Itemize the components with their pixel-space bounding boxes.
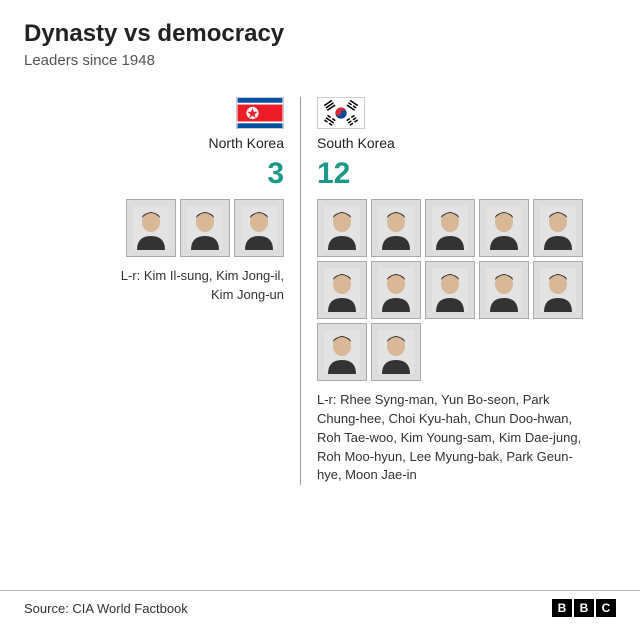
- leader-portrait: [371, 199, 421, 257]
- bbc-block-3: C: [596, 599, 616, 617]
- country-label-nk: North Korea: [209, 135, 284, 151]
- leader-portrait: [533, 199, 583, 257]
- bbc-block-2: B: [574, 599, 594, 617]
- page-subtitle: Leaders since 1948: [24, 52, 616, 69]
- leader-portrait: [180, 199, 230, 257]
- leader-portrait: [234, 199, 284, 257]
- caption-sk: L-r: Rhee Syng-man, Yun Bo-seon, Park Ch…: [317, 391, 587, 485]
- flag-south-korea: [317, 97, 365, 129]
- leader-portrait: [317, 261, 367, 319]
- portrait-grid-sk: [317, 199, 597, 381]
- leader-portrait: [533, 261, 583, 319]
- leader-count-nk: 3: [267, 157, 284, 191]
- caption-nk: L-r: Kim Il-sung, Kim Jong-il, Kim Jong-…: [114, 267, 284, 305]
- leader-portrait: [371, 323, 421, 381]
- source-text: Source: CIA World Factbook: [24, 601, 188, 616]
- leader-portrait: [479, 261, 529, 319]
- leader-count-sk: 12: [317, 157, 350, 191]
- column-south-korea: South Korea 12: [300, 97, 600, 485]
- footer: Source: CIA World Factbook B B C: [0, 590, 640, 625]
- portrait-grid-nk: [126, 199, 284, 257]
- leader-portrait: [425, 199, 475, 257]
- flag-north-korea: [236, 97, 284, 129]
- column-north-korea: North Korea 3 L-r: Kim Il-sung, Kim Jong…: [40, 97, 300, 485]
- leader-portrait: [317, 199, 367, 257]
- country-label-sk: South Korea: [317, 135, 395, 151]
- bbc-block-1: B: [552, 599, 572, 617]
- leader-portrait: [126, 199, 176, 257]
- page-title: Dynasty vs democracy: [24, 20, 616, 48]
- bbc-logo: B B C: [552, 599, 616, 617]
- leader-portrait: [425, 261, 475, 319]
- comparison-columns: North Korea 3 L-r: Kim Il-sung, Kim Jong…: [24, 97, 616, 485]
- leader-portrait: [479, 199, 529, 257]
- leader-portrait: [317, 323, 367, 381]
- leader-portrait: [371, 261, 421, 319]
